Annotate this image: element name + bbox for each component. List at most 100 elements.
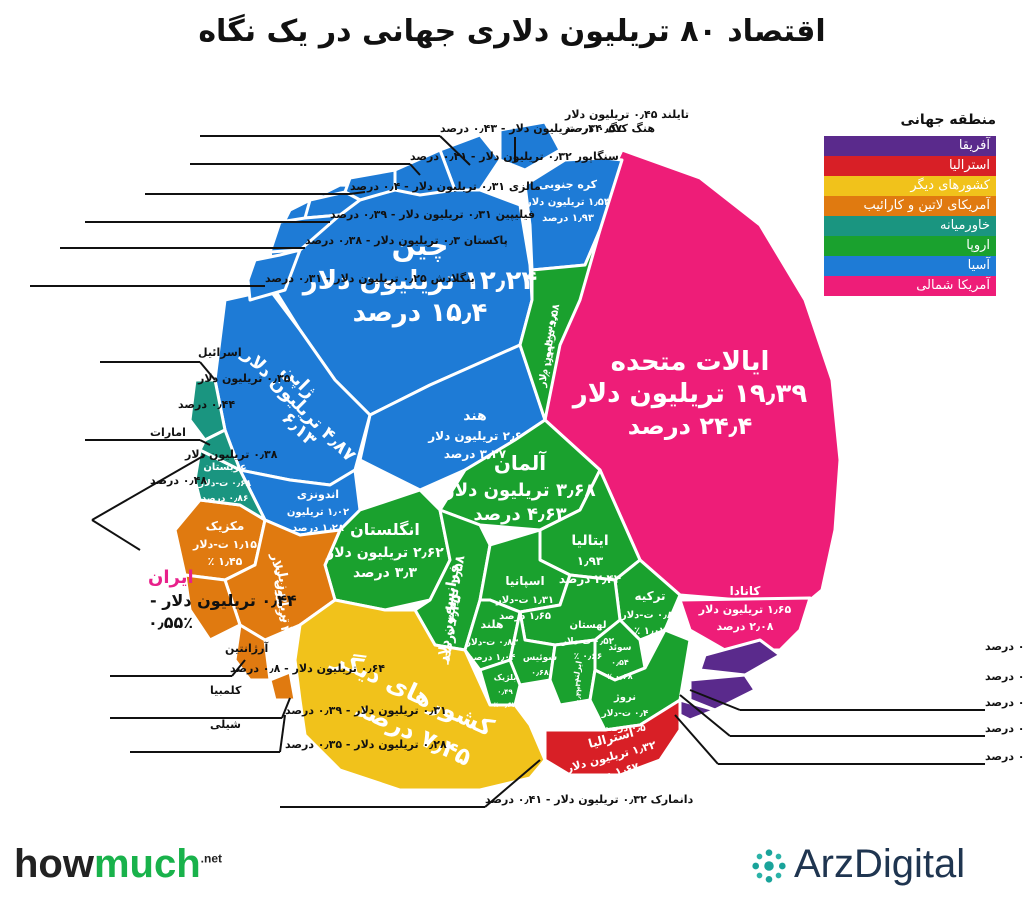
cell-label: انگلستان: [350, 520, 420, 539]
leader-line: [679, 694, 731, 737]
cell-label: ۳٫۶۸ تریلیون دلار: [443, 480, 595, 501]
small-cell: [233, 623, 272, 682]
cell-label: کره جنوبی: [539, 178, 598, 191]
cell-label: ۰٫۵ درصد: [604, 724, 646, 734]
callout-label: ۰٫۵۵٪: [148, 613, 193, 632]
cell-label: ۱٫۶۵ درصد: [499, 611, 551, 622]
leader-line: [674, 714, 719, 765]
cells-layer: [173, 120, 842, 792]
leader-line: [199, 361, 216, 381]
callout-label: پاکستان ۰٫۳ تریلیون دلار - ۰٫۳۸ درصد: [305, 234, 508, 247]
callout-label: ۰٫۴۸ درصد: [150, 474, 207, 487]
cell-label: چین: [392, 229, 449, 262]
legend: منطقه جهانی آفریقا استرالیا کشورهای دیگر آم…: [824, 112, 996, 296]
cell-label: ۱٫۹۹ ٪: [541, 345, 557, 378]
leader-line: [349, 191, 366, 195]
cell-label: ۱٫۹۳: [577, 554, 604, 568]
cell-25: [293, 598, 547, 792]
leader-line: [689, 689, 741, 711]
legend-item: اروپا: [824, 236, 996, 256]
callout-label: ۰٫۴۴ تریلیون دلار -: [150, 591, 297, 610]
cell-label: ۳٫۲۷ درصد: [444, 447, 507, 461]
cell-label: ۱٫۲۸ درصد: [292, 523, 344, 534]
callout-label: ۰٫۳۵ تریلیون دلار: [197, 372, 291, 385]
cell-20: [588, 628, 692, 732]
cell-1: [678, 596, 812, 652]
callout-label: امارات: [150, 426, 186, 439]
callout-label: ۰٫۳۸ تریلیون دلار: [184, 448, 278, 461]
cell-label: ۰٫۳۳: [573, 677, 584, 694]
leader-line: [199, 439, 211, 446]
cell-label: ۰٫۸۵ ٪: [527, 682, 552, 691]
cell-24: [543, 698, 682, 777]
leader-line: [409, 163, 421, 176]
arzdigital-mark-icon: [752, 849, 786, 884]
callout-label: اسرائیل: [198, 346, 242, 359]
logo-net: .net: [200, 851, 223, 866]
logo-much: much: [93, 842, 201, 886]
small-cell: [198, 428, 242, 472]
cell-label: ایتالیا: [571, 533, 608, 549]
cell-label: ۱٫۵۳ تریلیون دلار: [525, 197, 610, 208]
callout-label: آرژانتین: [225, 641, 268, 655]
cell-label: ۰٫۴ ت-دلار: [601, 709, 649, 719]
callout-label: دانمارک ۰٫۳۲ تریلیون دلار - ۰٫۴۱ درصد: [485, 793, 694, 806]
cell-label: عربستان: [203, 462, 246, 473]
logo-how: how: [14, 842, 94, 886]
callout-label: ۰٫۳۱ تریلیون دلار - ۰٫۳۹ درصد: [285, 704, 447, 717]
cell-label: بلژیک: [494, 673, 516, 682]
cell-label: ۱٫۰۴ درصد: [469, 653, 516, 663]
cell-label: مکزیک: [206, 519, 245, 533]
cell-label: ۱٫۱۵ ت-دلار: [192, 538, 257, 551]
cell-label: ۰٫۸۳ ت-دلار: [465, 638, 519, 648]
callout-label: ۰٫۲۸ تریلیون دلار - ۰٫۳۵ درصد: [285, 738, 447, 751]
legend-item: آسیا: [824, 256, 996, 276]
legend-item: آمریکای لاتین و کارائیب: [824, 196, 996, 216]
callout-label: ۰٫۴۴ درصد: [178, 398, 235, 411]
legend-items: آفریقا استرالیا کشورهای دیگر آمریکای لاتین …: [824, 136, 996, 296]
cell-label: ۱٫۰۲ تریلیون: [287, 507, 349, 518]
howmuch-logo: howmuch.net: [14, 842, 222, 887]
cell-label: ۲٫۶۲ تریلیون دلار: [325, 545, 444, 561]
small-cell: [246, 248, 302, 302]
legend-item: کشورهای دیگر: [824, 176, 996, 196]
cell-label: ۳٫۳ درصد: [353, 565, 418, 581]
cell-label: هند: [463, 408, 487, 424]
callout-label: ۰٫۶۴ تریلیون دلار - ۰٫۸ درصد: [230, 662, 385, 675]
callout-label: مالزی ۰٫۳۱ تریلیون دلار - ۰٫۴ درصد: [350, 180, 541, 193]
cell-label: آلمان: [494, 450, 547, 475]
callout-label: مصر ۰٫۲۴ تریلیون دلار - ۰٫۳ درصد: [985, 722, 1024, 735]
callout-label: فنلاند ۰٫۲۵ تریلیون دلار - ۰٫۳۲ درصد: [985, 696, 1024, 709]
callout-label: تایلند ۰٫۴۵ تریلیون دلار: [564, 108, 689, 121]
leader-line: [281, 697, 291, 719]
cell-label: ۲٫۰۸ درصد: [716, 620, 773, 633]
arzdigital-wordmark: ArzDigital: [794, 842, 966, 886]
callout-label: هنگ کنگ ۰٫۳۴ تریلیون دلار - ۰٫۴۳ درصد: [440, 121, 655, 135]
callout-label: بنگلادش ۰٫۲۵ تریلیون دلار - ۰٫۳۱ درصد: [265, 272, 475, 285]
cell-label: ۱٫۳۱ ت-دلار: [495, 595, 554, 606]
leader-line: [279, 714, 286, 753]
callout-label: شیلی: [210, 718, 241, 731]
cell-label: ۰٫۴۲ ٪: [572, 686, 584, 710]
leader-line: [91, 519, 141, 551]
callout-label: سنگاپور ۰٫۳۲ تریلیون دلار - ۰٫۴۱ درصد: [410, 150, 619, 163]
legend-item: استرالیا: [824, 156, 996, 176]
small-cell: [698, 638, 782, 677]
legend-item: خاورمیانه: [824, 216, 996, 236]
cell-label: اندونزی: [297, 488, 339, 501]
cell-label: ۱۵٫۴ درصد: [353, 298, 488, 328]
cell-label: ۰٫۴۹: [497, 688, 513, 696]
cell-label: ۱۹٫۳۹ تریلیون دلار: [571, 379, 808, 409]
leader-lines: [30, 135, 985, 808]
leader-line: [484, 759, 541, 808]
cell-label: سوئد: [608, 643, 631, 653]
cell-label: نروژ: [613, 692, 636, 703]
cell-label: اسپانیا: [505, 574, 544, 588]
leader-line: [439, 135, 471, 166]
leader-line: [231, 659, 246, 677]
small-cell: [268, 670, 297, 702]
cell-label: ۱٫۰۷ ٪: [634, 626, 666, 637]
cell-label: ترکیه: [634, 589, 665, 603]
